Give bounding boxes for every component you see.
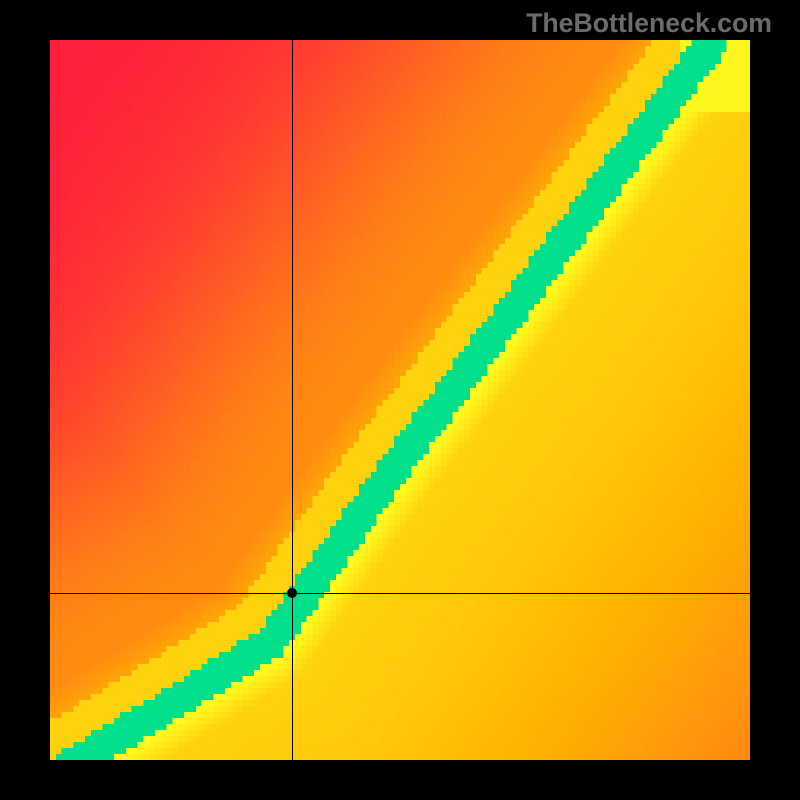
crosshair-vertical bbox=[292, 40, 293, 760]
watermark-text: TheBottleneck.com bbox=[526, 8, 772, 39]
chart-frame: { "watermark": { "text": "TheBottleneck.… bbox=[0, 0, 800, 800]
plot-area bbox=[50, 40, 750, 760]
bottleneck-heatmap bbox=[50, 40, 750, 760]
crosshair-marker bbox=[287, 588, 297, 598]
crosshair-horizontal bbox=[50, 593, 750, 594]
